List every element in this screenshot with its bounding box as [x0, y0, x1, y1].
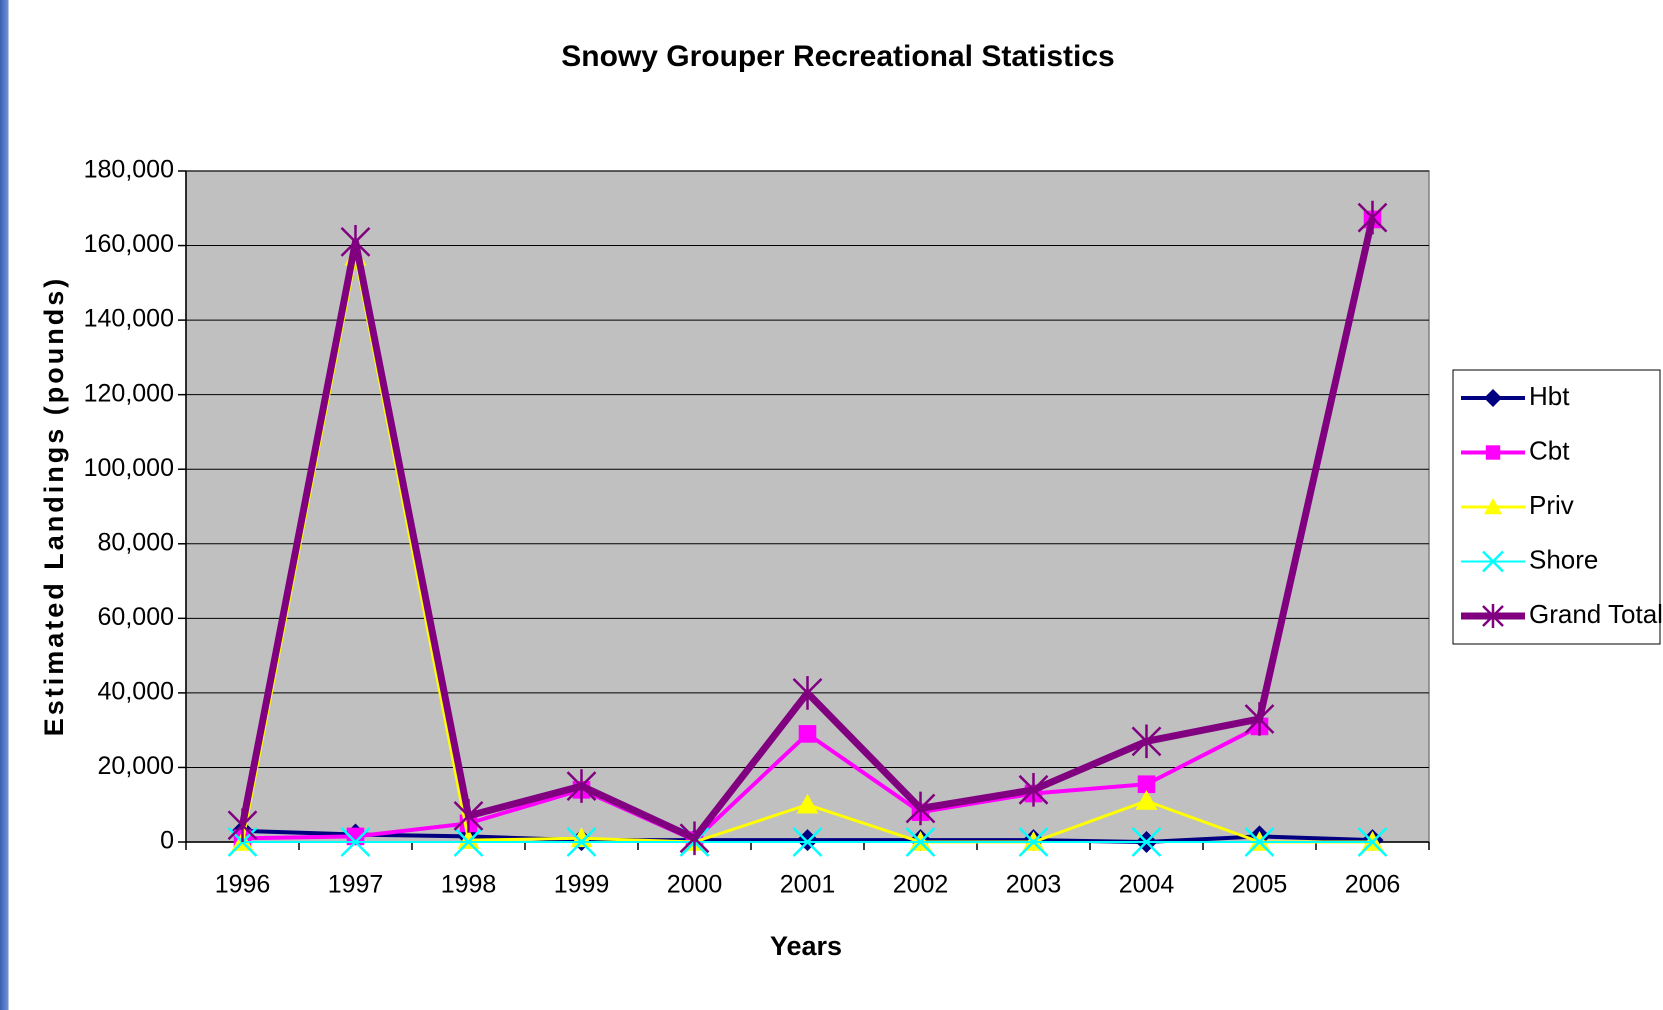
point	[457, 829, 480, 849]
y-tick-label: 140,000	[84, 305, 174, 333]
x-tick-label: 2003	[1006, 871, 1062, 899]
point	[905, 827, 936, 857]
point	[792, 676, 823, 710]
point	[796, 829, 819, 852]
point	[1131, 724, 1162, 759]
point	[1018, 827, 1049, 857]
x-tick-label: 1997	[328, 871, 384, 899]
point	[1137, 775, 1156, 794]
point	[227, 808, 258, 843]
x-tick-label: 2001	[780, 871, 836, 899]
y-tick-label: 160,000	[84, 230, 174, 258]
x-tick-label: 1999	[554, 871, 610, 899]
chart-title: Snowy Grouper Recreational Statistics	[561, 40, 1115, 73]
point	[1018, 773, 1049, 807]
x-tick-label: 2002	[893, 871, 949, 899]
point	[346, 827, 365, 846]
point	[1482, 550, 1504, 573]
point	[1131, 827, 1162, 857]
x-tick-label: 1996	[215, 871, 271, 899]
y-tick-label: 180,000	[84, 156, 174, 184]
point	[1244, 702, 1275, 736]
legend-label: Shore	[1529, 544, 1598, 574]
x-tick-label: 2000	[667, 871, 723, 899]
point	[566, 769, 597, 803]
legend-label: Grand Total	[1529, 599, 1663, 629]
legend-label: Hbt	[1529, 381, 1570, 411]
y-tick-label: 80,000	[98, 528, 174, 556]
legend-label: Cbt	[1529, 435, 1570, 465]
point	[340, 225, 371, 259]
point	[796, 793, 819, 814]
y-tick-label: 100,000	[84, 454, 174, 482]
x-tick-label: 2006	[1345, 871, 1401, 899]
point	[792, 827, 823, 857]
point	[1357, 200, 1388, 235]
point	[905, 791, 936, 826]
y-tick-label: 0	[160, 827, 174, 855]
point	[1244, 827, 1275, 857]
y-tick-label: 60,000	[98, 603, 174, 631]
point	[679, 821, 710, 856]
point	[1135, 789, 1158, 810]
y-tick-label: 20,000	[98, 752, 174, 780]
y-tick-label: 120,000	[84, 379, 174, 407]
point	[1484, 498, 1502, 515]
point	[453, 799, 484, 833]
point	[453, 827, 484, 857]
point	[1357, 827, 1388, 857]
point	[340, 827, 371, 857]
legend-label: Priv	[1529, 490, 1574, 520]
y-axis-title: Estimated Landings (pounds)	[39, 276, 69, 737]
x-tick-label: 2004	[1119, 871, 1175, 899]
y-tick-label: 40,000	[98, 677, 174, 705]
point	[798, 725, 817, 743]
x-tick-label: 2005	[1232, 871, 1288, 899]
point	[1485, 445, 1501, 460]
point	[1484, 389, 1502, 407]
x-axis-title: Years	[770, 931, 842, 961]
point	[566, 827, 597, 857]
point	[1482, 604, 1504, 628]
x-tick-label: 1998	[441, 871, 497, 899]
